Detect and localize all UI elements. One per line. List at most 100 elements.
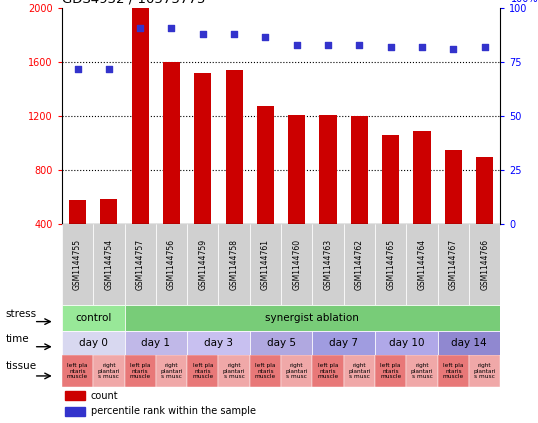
Bar — [344, 355, 375, 387]
Text: left pla
ntaris
muscle: left pla ntaris muscle — [317, 363, 339, 379]
Point — [261, 33, 270, 40]
Bar — [250, 331, 313, 355]
Text: control: control — [75, 313, 111, 323]
Bar — [288, 115, 306, 278]
Bar — [225, 71, 243, 278]
Bar — [156, 355, 187, 387]
Bar — [469, 355, 500, 387]
Point — [230, 31, 238, 38]
Bar — [218, 355, 250, 387]
Point — [293, 42, 301, 49]
Bar — [250, 355, 281, 387]
Bar — [65, 392, 85, 400]
Text: 100%: 100% — [511, 0, 538, 4]
Text: GSM1144763: GSM1144763 — [323, 239, 332, 290]
Text: right
plantari
s musc: right plantari s musc — [348, 363, 371, 379]
Bar — [62, 355, 93, 387]
FancyBboxPatch shape — [281, 224, 313, 305]
FancyBboxPatch shape — [375, 224, 406, 305]
Bar — [281, 355, 313, 387]
FancyBboxPatch shape — [218, 224, 250, 305]
Text: count: count — [91, 391, 118, 401]
Point — [136, 25, 145, 31]
Point — [449, 46, 458, 53]
Bar — [163, 63, 180, 278]
Text: left pla
ntaris
muscle: left pla ntaris muscle — [67, 363, 88, 379]
Text: time: time — [5, 334, 29, 344]
Text: left pla
ntaris
muscle: left pla ntaris muscle — [130, 363, 151, 379]
Bar — [69, 200, 86, 278]
Bar — [375, 355, 406, 387]
Text: left pla
ntaris
muscle: left pla ntaris muscle — [192, 363, 214, 379]
FancyBboxPatch shape — [344, 224, 375, 305]
Text: day 14: day 14 — [451, 338, 487, 348]
Text: stress: stress — [5, 309, 37, 319]
Text: GSM1144766: GSM1144766 — [480, 239, 489, 290]
Text: day 5: day 5 — [267, 338, 295, 348]
Text: right
plantari
s musc: right plantari s musc — [223, 363, 245, 379]
Point — [355, 42, 364, 49]
Bar — [187, 331, 250, 355]
Bar — [65, 407, 85, 415]
FancyBboxPatch shape — [406, 224, 438, 305]
Point — [104, 66, 113, 72]
Text: GSM1144755: GSM1144755 — [73, 239, 82, 290]
Bar — [194, 73, 211, 278]
FancyBboxPatch shape — [438, 224, 469, 305]
Text: GSM1144762: GSM1144762 — [355, 239, 364, 290]
Text: right
plantari
s musc: right plantari s musc — [286, 363, 308, 379]
Text: synergist ablation: synergist ablation — [265, 313, 359, 323]
FancyBboxPatch shape — [62, 224, 93, 305]
Point — [199, 31, 207, 38]
Bar — [351, 116, 368, 278]
Text: GSM1144758: GSM1144758 — [230, 239, 239, 290]
Bar — [93, 355, 124, 387]
Text: GSM1144760: GSM1144760 — [292, 239, 301, 290]
Point — [417, 44, 426, 51]
FancyBboxPatch shape — [187, 224, 218, 305]
Bar — [124, 355, 156, 387]
Text: right
plantari
s musc: right plantari s musc — [473, 363, 496, 379]
Text: left pla
ntaris
muscle: left pla ntaris muscle — [255, 363, 276, 379]
Point — [324, 42, 332, 49]
Text: right
plantari
s musc: right plantari s musc — [160, 363, 183, 379]
FancyBboxPatch shape — [124, 224, 156, 305]
Text: GSM1144765: GSM1144765 — [386, 239, 395, 290]
FancyBboxPatch shape — [313, 224, 344, 305]
Text: left pla
ntaris
muscle: left pla ntaris muscle — [443, 363, 464, 379]
Point — [73, 66, 82, 72]
Bar — [257, 106, 274, 278]
Bar — [313, 331, 375, 355]
Text: GDS4932 / 10575775: GDS4932 / 10575775 — [62, 0, 205, 6]
Bar — [313, 355, 344, 387]
Bar — [124, 305, 500, 331]
Bar — [62, 331, 124, 355]
Bar — [382, 135, 399, 278]
Point — [480, 44, 489, 51]
Bar — [62, 305, 124, 331]
Point — [386, 44, 395, 51]
Text: right
plantari
s musc: right plantari s musc — [411, 363, 433, 379]
Bar — [476, 157, 493, 278]
FancyBboxPatch shape — [250, 224, 281, 305]
Point — [167, 25, 176, 31]
Bar — [187, 355, 218, 387]
Bar — [100, 198, 117, 278]
FancyBboxPatch shape — [469, 224, 500, 305]
Bar — [375, 331, 438, 355]
Text: GSM1144767: GSM1144767 — [449, 239, 458, 290]
Bar — [438, 355, 469, 387]
Text: GSM1144754: GSM1144754 — [104, 239, 114, 290]
Text: percentile rank within the sample: percentile rank within the sample — [91, 406, 256, 416]
Text: GSM1144757: GSM1144757 — [136, 239, 145, 290]
FancyBboxPatch shape — [93, 224, 124, 305]
Text: GSM1144756: GSM1144756 — [167, 239, 176, 290]
Text: right
plantari
s musc: right plantari s musc — [97, 363, 120, 379]
Bar — [438, 331, 500, 355]
Bar — [445, 150, 462, 278]
Text: GSM1144761: GSM1144761 — [261, 239, 270, 290]
Bar — [406, 355, 438, 387]
Text: left pla
ntaris
muscle: left pla ntaris muscle — [380, 363, 401, 379]
Bar — [320, 115, 337, 278]
Text: day 10: day 10 — [388, 338, 424, 348]
